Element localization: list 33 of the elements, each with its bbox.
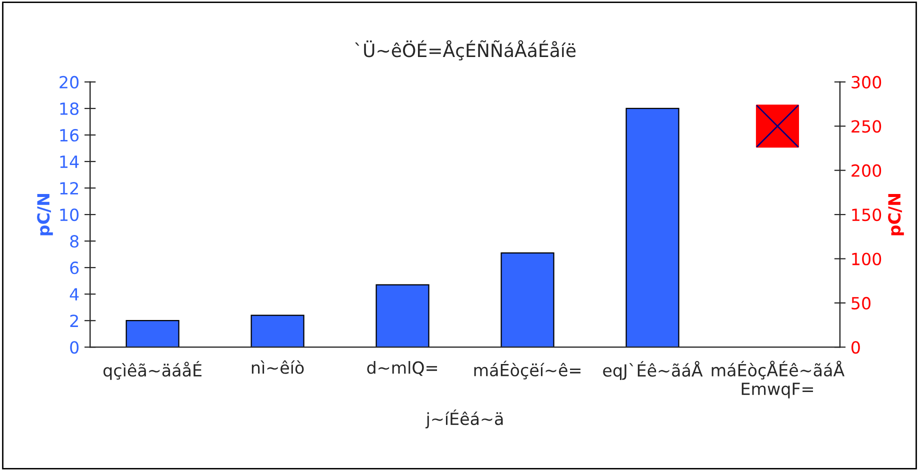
chart-title: `Ü~êÖÉ=ÅçÉÑÑáÅáÉåíë [355, 40, 576, 60]
y-tick-label: 10 [60, 208, 79, 222]
x-tick-label: nì~êíò [252, 360, 304, 374]
y-axis-title: pC/N [37, 194, 53, 236]
y-tick-label: 8 [70, 235, 79, 248]
y-tick-label: 16 [60, 128, 79, 142]
x-axis-title: j~íÉêá~ä [426, 409, 503, 428]
x-tick-label: máÉòçÅÉê~ãáÅ EmwqF= [712, 360, 844, 398]
y2-tick-label: 0 [851, 341, 860, 354]
y-tick-label: 14 [60, 156, 79, 168]
y-tick-label: 6 [70, 262, 79, 274]
y-tick-label: 12 [60, 182, 78, 194]
y-tick-label: 18 [60, 102, 79, 116]
y2-tick-label: 150 [852, 208, 882, 222]
y2-tick-label: 250 [852, 120, 882, 133]
y2-axis-title: pC/N [888, 194, 904, 236]
x-tick-label: eqJ`Éê~ãáÅ [603, 361, 703, 380]
bar [250, 314, 304, 348]
y2-tick-label: 300 [852, 76, 882, 89]
y-tick-label: 0 [70, 341, 79, 354]
y2-tick-label: 50 [852, 296, 870, 310]
bar [626, 108, 680, 348]
bar [126, 320, 180, 348]
y2-tick-label: 100 [852, 252, 882, 266]
y-tick-label: 20 [60, 76, 79, 89]
bar [376, 284, 430, 348]
y2-tick-label: 200 [852, 164, 882, 177]
x-tick-label: máÉòçëí~ê= [474, 360, 580, 380]
bar [500, 252, 554, 348]
x-tick-label: d~mlQ= [367, 361, 437, 376]
y-tick-label: 4 [70, 288, 79, 300]
y-tick-label: 2 [70, 314, 78, 327]
x-tick-label: qçìêã~äáåÉ [103, 361, 202, 380]
